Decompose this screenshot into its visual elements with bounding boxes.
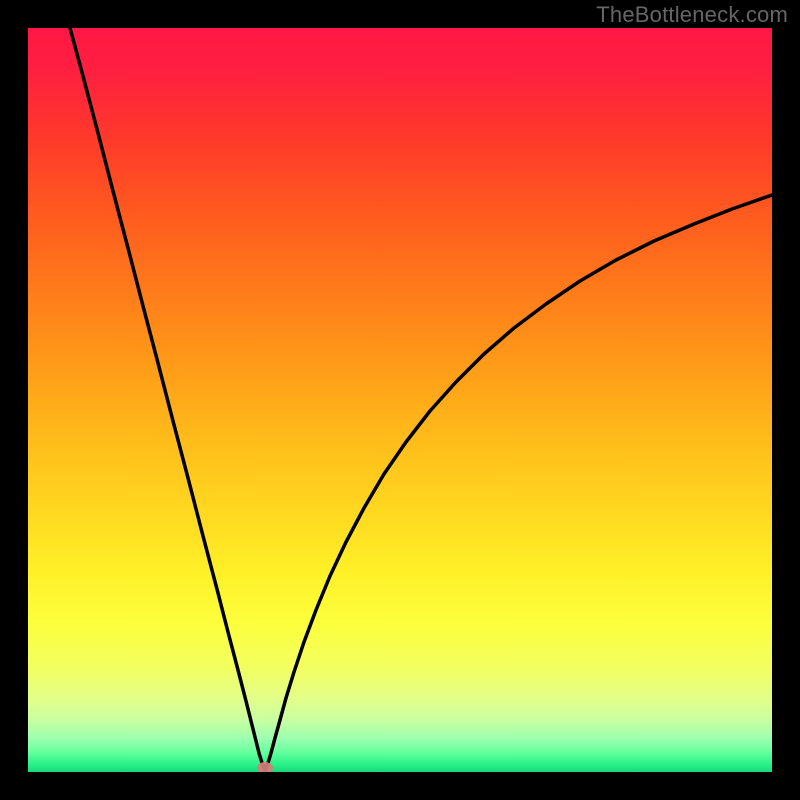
plot-area [28,28,772,772]
curve-left-branch [70,28,265,770]
chart-frame: TheBottleneck.com [0,0,800,800]
watermark-text: TheBottleneck.com [596,2,788,28]
minimum-marker [257,762,273,772]
bottleneck-curve [28,28,772,772]
curve-right-branch [265,195,772,770]
